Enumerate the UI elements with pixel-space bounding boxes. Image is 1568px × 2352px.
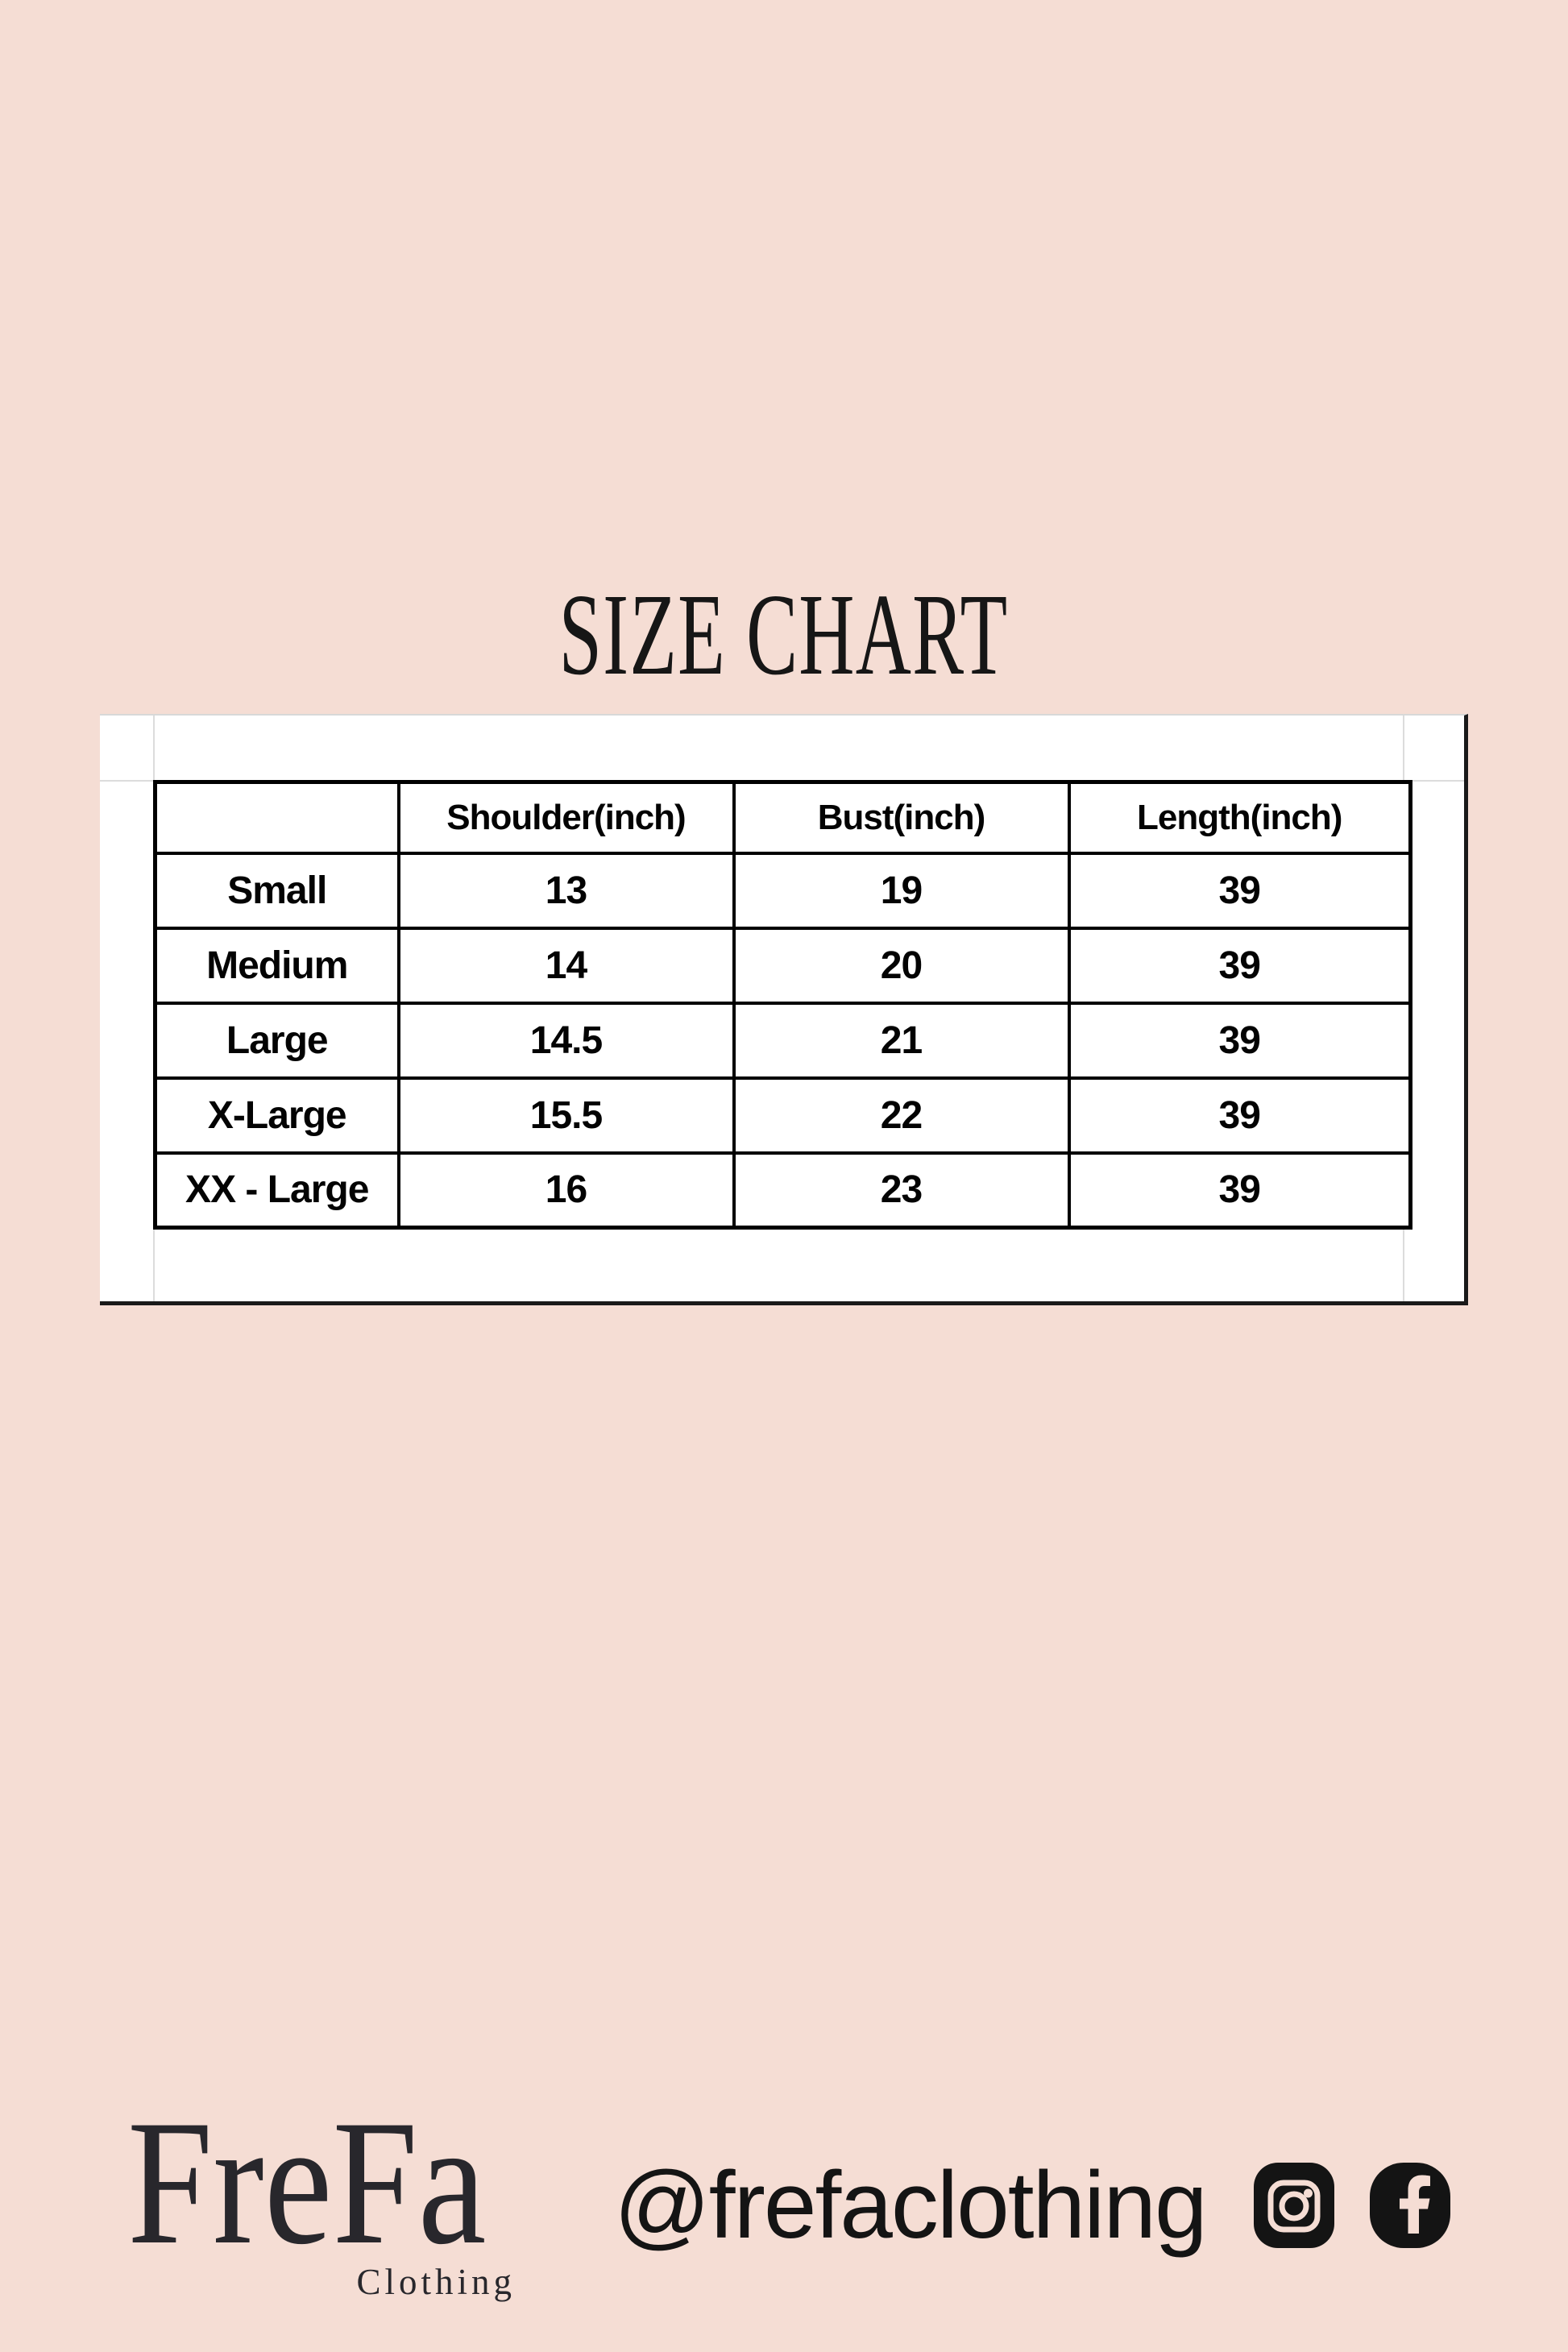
- bust-cell: 19: [732, 851, 1071, 930]
- bust-cell: 23: [732, 1151, 1071, 1230]
- column-header-length: Length(inch): [1067, 780, 1412, 855]
- column-header-bust: Bust(inch): [732, 780, 1071, 855]
- length-cell: 39: [1067, 851, 1412, 930]
- table-row-medium: Medium 14 20 39: [153, 926, 1412, 1005]
- shoulder-cell: 16: [396, 1151, 736, 1230]
- page-title-text: SIZE CHART: [559, 570, 1009, 699]
- page-title: SIZE CHART: [0, 577, 1568, 694]
- column-header-size: [153, 780, 400, 855]
- size-label: X-Large: [153, 1076, 400, 1155]
- table-row-xlarge: X-Large 15.5 22 39: [153, 1076, 1412, 1155]
- facebook-icon[interactable]: [1370, 2163, 1450, 2248]
- brand-logo: FreFa: [127, 2093, 516, 2272]
- size-label: XX - Large: [153, 1151, 400, 1230]
- social-handle: @frefaclothing: [614, 2152, 1208, 2259]
- length-cell: 39: [1067, 1076, 1412, 1155]
- brand-name: FreFa: [127, 2084, 487, 2282]
- column-header-shoulder: Shoulder(inch): [396, 780, 736, 855]
- shoulder-cell: 14: [396, 926, 736, 1005]
- brand-subtitle: Clothing: [356, 2262, 516, 2302]
- size-table: Shoulder(inch) Bust(inch) Length(inch) S…: [153, 780, 1412, 1230]
- size-table-header-row: Shoulder(inch) Bust(inch) Length(inch): [153, 780, 1412, 855]
- length-cell: 39: [1067, 1001, 1412, 1080]
- size-label: Large: [153, 1001, 400, 1080]
- shoulder-cell: 15.5: [396, 1076, 736, 1155]
- bust-cell: 22: [732, 1076, 1071, 1155]
- length-cell: 39: [1067, 1151, 1412, 1230]
- table-row-large: Large 14.5 21 39: [153, 1001, 1412, 1080]
- table-row-small: Small 13 19 39: [153, 851, 1412, 930]
- shoulder-cell: 13: [396, 851, 736, 930]
- instagram-icon[interactable]: [1254, 2163, 1334, 2248]
- length-cell: 39: [1067, 926, 1412, 1005]
- shoulder-cell: 14.5: [396, 1001, 736, 1080]
- size-label: Small: [153, 851, 400, 930]
- size-chart-panel: Shoulder(inch) Bust(inch) Length(inch) S…: [100, 714, 1468, 1305]
- size-label: Medium: [153, 926, 400, 1005]
- bust-cell: 21: [732, 1001, 1071, 1080]
- table-row-xxlarge: XX - Large 16 23 39: [153, 1151, 1412, 1230]
- bust-cell: 20: [732, 926, 1071, 1005]
